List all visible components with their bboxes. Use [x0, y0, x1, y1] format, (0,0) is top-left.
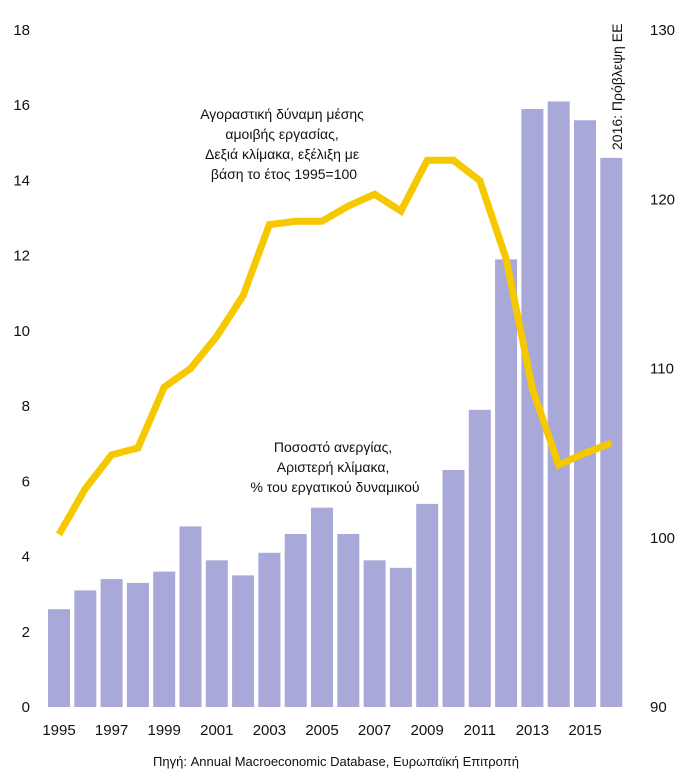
x-tick-1997: 1997	[95, 722, 128, 739]
line-annotation-4: βάση το έτος 1995=100	[211, 166, 357, 182]
bar-2000	[179, 526, 202, 707]
x-tick-1995: 1995	[42, 722, 75, 739]
left-tick-8: 8	[22, 398, 30, 415]
bar-2004	[284, 533, 307, 707]
bar-annotation-1: Ποσοστό ανεργίας,	[274, 439, 392, 455]
right-tick-100: 100	[650, 530, 675, 547]
left-tick-18: 18	[13, 22, 30, 39]
right-tick-90: 90	[650, 699, 667, 716]
bar-2002	[232, 575, 255, 707]
bar-2009	[416, 503, 439, 707]
bar-annotation-2: Αριστερή κλίμακα,	[277, 459, 390, 475]
bar-annotation: Ποσοστό ανεργίας, Αριστερή κλίμακα, % το…	[250, 439, 419, 495]
x-axis-ticks: 1995 1997 1999 2001 2003 2005 2007 2009 2011 2013…	[42, 722, 601, 739]
left-tick-2: 2	[22, 624, 30, 641]
x-tick-2001: 2001	[200, 722, 233, 739]
forecast-note: 2016: Πρόβλεψη ΕΕ	[609, 24, 625, 150]
bar-1996	[74, 590, 97, 707]
bar-1995	[48, 609, 70, 707]
bar-1998	[126, 582, 149, 707]
left-tick-6: 6	[22, 473, 30, 490]
left-tick-14: 14	[13, 172, 30, 189]
x-tick-2007: 2007	[358, 722, 391, 739]
line-annotation-2: αμοιβής εργασίας,	[225, 126, 338, 142]
bar-annotation-3: % του εργατικού δυναμικού	[250, 479, 419, 495]
wage-line	[55, 156, 613, 537]
x-tick-2005: 2005	[305, 722, 338, 739]
line-annotation: Αγοραστική δύναμη μέσης αμοιβής εργασίας…	[200, 106, 368, 182]
bar-2015	[574, 120, 596, 708]
bar-2012	[495, 259, 518, 707]
bar-2006	[337, 533, 360, 707]
bar-2013	[521, 108, 544, 707]
left-tick-16: 16	[13, 97, 30, 114]
bar-2014	[547, 101, 570, 707]
x-tick-1999: 1999	[148, 722, 181, 739]
left-tick-12: 12	[13, 248, 30, 265]
left-tick-10: 10	[13, 323, 30, 340]
bar-2016	[600, 157, 623, 707]
bar-2010	[442, 470, 465, 707]
line-annotation-1: Αγοραστική δύναμη μέσης	[200, 106, 364, 122]
bar-2003	[258, 552, 281, 707]
bar-2007	[363, 560, 386, 707]
line-annotation-3: Δεξιά κλίμακα, εξέλιξη με	[205, 146, 359, 162]
right-tick-130: 130	[650, 22, 675, 39]
left-axis-ticks: 0 2 4 6 8 10 12 14 16 18	[13, 22, 30, 716]
x-tick-2011: 2011	[464, 722, 496, 739]
bar-2001	[205, 560, 228, 707]
bar-2008	[389, 567, 412, 707]
right-axis-ticks: 90 100 110 120 130	[650, 22, 675, 716]
right-tick-110: 110	[650, 361, 674, 378]
bar-1999	[153, 571, 176, 707]
x-tick-2013: 2013	[516, 722, 549, 739]
left-tick-4: 4	[22, 549, 30, 566]
source-note: Πηγή: Annual Macroeconomic Database, Ευρ…	[153, 754, 519, 769]
x-tick-2003: 2003	[253, 722, 286, 739]
right-tick-120: 120	[650, 191, 675, 208]
x-tick-2009: 2009	[411, 722, 444, 739]
bar-2005	[311, 507, 333, 707]
bar-1997	[100, 579, 123, 707]
bar-series	[48, 101, 623, 708]
bar-2011	[468, 409, 491, 707]
left-tick-0: 0	[22, 699, 30, 716]
x-tick-2015: 2015	[568, 722, 601, 739]
